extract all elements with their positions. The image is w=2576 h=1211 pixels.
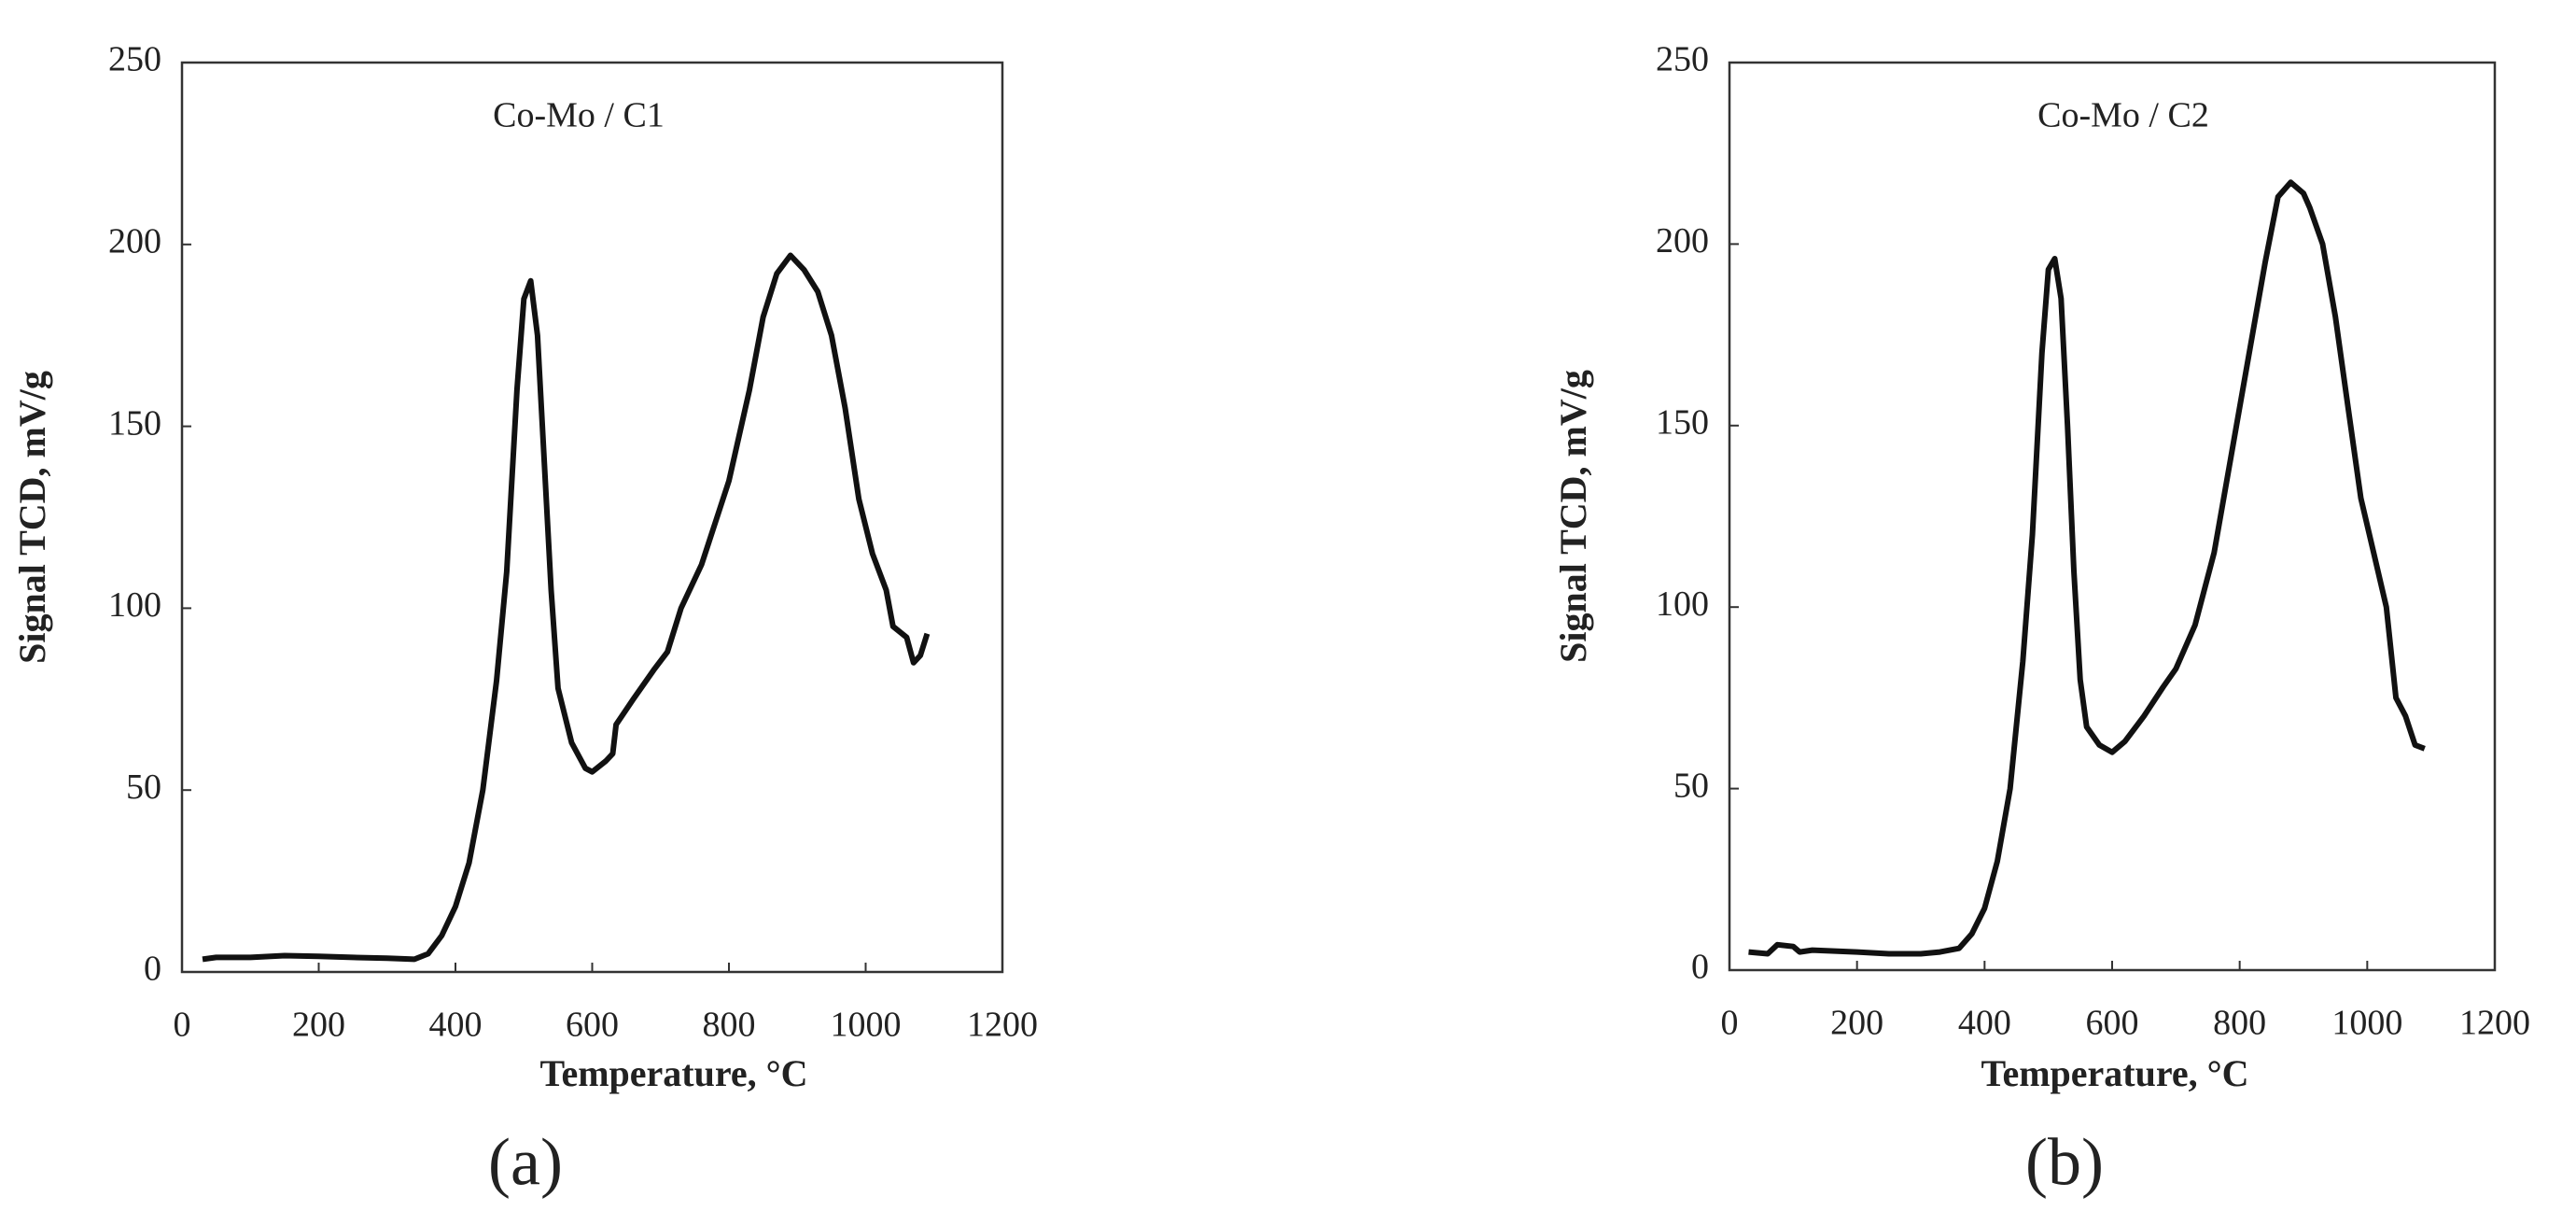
x-tick-label: 1000 [831,1006,902,1045]
x-tick-label: 200 [1830,1004,1883,1043]
y-axis-title: Signal TCD, mV/g [11,371,53,664]
x-tick-label: 1000 [2331,1004,2402,1043]
y-tick-label: 150 [1656,403,1709,443]
chart-title: Co-Mo / C2 [2037,96,2209,135]
y-tick-label: 50 [126,767,161,807]
y-tick-label: 100 [108,585,161,625]
x-tick-label: 800 [703,1006,756,1045]
x-tick-label: 800 [2213,1004,2266,1043]
y-tick-label: 0 [1691,948,1709,987]
x-tick-label: 400 [1958,1004,2011,1043]
x-tick-label: 0 [1721,1004,1739,1043]
chart-title: Co-Mo / C1 [493,96,665,135]
x-axis-title: Temperature, °C [1981,1052,2248,1094]
data-line [1748,179,2426,957]
x-tick-label: 400 [429,1006,483,1045]
plot-frame [1728,61,2497,972]
y-tick-label: 100 [1656,584,1709,624]
x-axis-title: Temperature, °C [539,1052,807,1094]
x-tick-label: 0 [174,1006,191,1045]
plot-frame [180,61,1004,974]
y-tick-label: 50 [1673,766,1709,805]
y-tick-label: 200 [108,222,161,261]
panel-label: (b) [2025,1125,2104,1200]
x-tick-label: 1200 [2459,1004,2530,1043]
panel-label: (a) [488,1125,563,1200]
x-tick-label: 200 [292,1006,345,1045]
y-tick-label: 150 [108,403,161,443]
x-tick-label: 600 [566,1006,619,1045]
y-tick-label: 250 [1656,40,1709,79]
y-tick-label: 250 [108,40,161,79]
y-axis-title: Signal TCD, mV/g [1552,370,1594,663]
y-tick-label: 200 [1656,221,1709,261]
x-tick-label: 600 [2086,1004,2139,1043]
y-tick-label: 0 [144,950,161,989]
data-line [202,252,931,963]
x-tick-label: 1200 [967,1006,1038,1045]
